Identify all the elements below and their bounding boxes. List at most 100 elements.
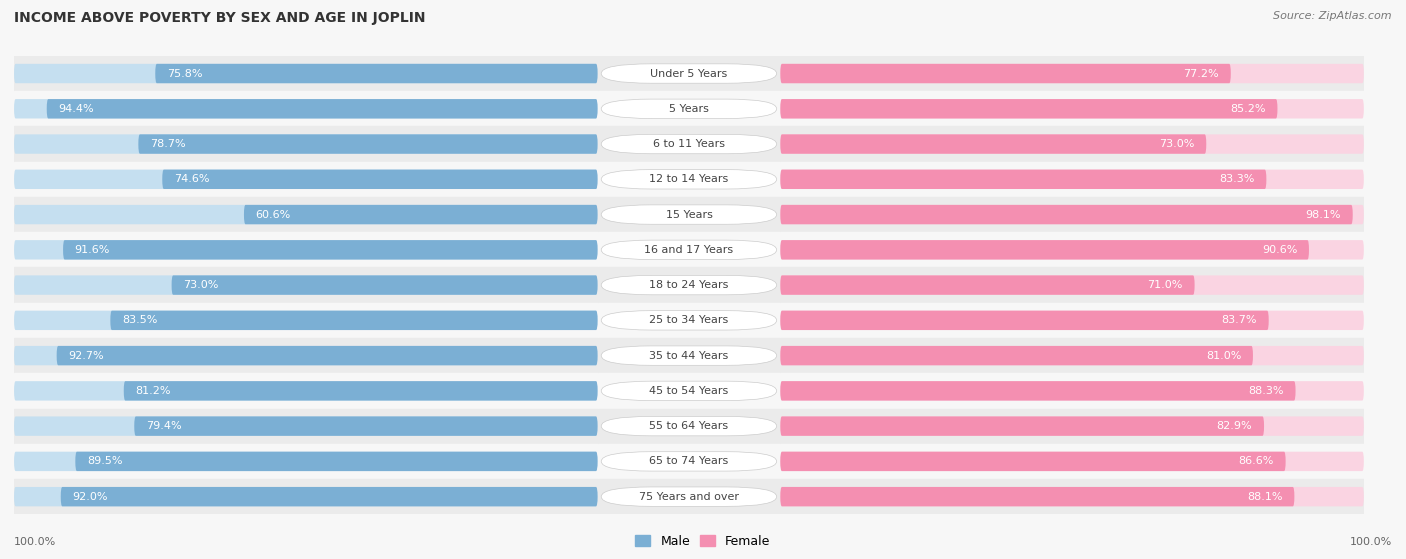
FancyBboxPatch shape xyxy=(780,416,1364,436)
FancyBboxPatch shape xyxy=(56,346,598,366)
FancyBboxPatch shape xyxy=(602,452,776,471)
Bar xyxy=(780,267,1364,303)
Text: 100.0%: 100.0% xyxy=(14,537,56,547)
FancyBboxPatch shape xyxy=(14,452,598,471)
FancyBboxPatch shape xyxy=(780,276,1195,295)
FancyBboxPatch shape xyxy=(110,311,598,330)
Bar xyxy=(598,91,780,126)
FancyBboxPatch shape xyxy=(602,240,776,259)
FancyBboxPatch shape xyxy=(780,346,1364,366)
FancyBboxPatch shape xyxy=(14,276,598,295)
FancyBboxPatch shape xyxy=(602,487,776,506)
Text: 45 to 54 Years: 45 to 54 Years xyxy=(650,386,728,396)
FancyBboxPatch shape xyxy=(134,416,598,436)
Text: 60.6%: 60.6% xyxy=(256,210,291,220)
Text: 65 to 74 Years: 65 to 74 Years xyxy=(650,456,728,466)
Bar xyxy=(598,197,780,232)
Bar xyxy=(14,267,598,303)
Text: 12 to 14 Years: 12 to 14 Years xyxy=(650,174,728,184)
Bar xyxy=(598,126,780,162)
FancyBboxPatch shape xyxy=(602,416,776,436)
Text: 100.0%: 100.0% xyxy=(1350,537,1392,547)
FancyBboxPatch shape xyxy=(162,169,598,189)
FancyBboxPatch shape xyxy=(780,134,1206,154)
FancyBboxPatch shape xyxy=(14,240,598,259)
FancyBboxPatch shape xyxy=(14,134,598,154)
FancyBboxPatch shape xyxy=(14,205,598,224)
Text: 86.6%: 86.6% xyxy=(1239,456,1274,466)
FancyBboxPatch shape xyxy=(780,240,1364,259)
FancyBboxPatch shape xyxy=(780,381,1364,401)
Text: 88.1%: 88.1% xyxy=(1247,492,1282,501)
Text: 35 to 44 Years: 35 to 44 Years xyxy=(650,350,728,361)
FancyBboxPatch shape xyxy=(780,205,1353,224)
FancyBboxPatch shape xyxy=(602,346,776,366)
Bar xyxy=(14,303,598,338)
Text: 15 Years: 15 Years xyxy=(665,210,713,220)
Bar xyxy=(780,126,1364,162)
FancyBboxPatch shape xyxy=(63,240,598,259)
Bar xyxy=(14,338,598,373)
Text: 71.0%: 71.0% xyxy=(1147,280,1182,290)
Bar xyxy=(14,162,598,197)
Text: 92.7%: 92.7% xyxy=(69,350,104,361)
FancyBboxPatch shape xyxy=(602,169,776,189)
Text: 75 Years and over: 75 Years and over xyxy=(638,492,740,501)
FancyBboxPatch shape xyxy=(780,134,1364,154)
Text: 18 to 24 Years: 18 to 24 Years xyxy=(650,280,728,290)
Bar xyxy=(780,303,1364,338)
Bar xyxy=(598,444,780,479)
FancyBboxPatch shape xyxy=(602,134,776,154)
FancyBboxPatch shape xyxy=(602,276,776,295)
Text: Under 5 Years: Under 5 Years xyxy=(651,69,727,78)
FancyBboxPatch shape xyxy=(602,99,776,119)
Bar xyxy=(598,267,780,303)
Bar xyxy=(14,373,598,409)
FancyBboxPatch shape xyxy=(602,381,776,401)
Text: Source: ZipAtlas.com: Source: ZipAtlas.com xyxy=(1274,11,1392,21)
Bar xyxy=(780,444,1364,479)
Text: 73.0%: 73.0% xyxy=(1159,139,1195,149)
Text: 79.4%: 79.4% xyxy=(146,421,181,431)
Bar xyxy=(780,56,1364,91)
Text: 75.8%: 75.8% xyxy=(167,69,202,78)
Bar xyxy=(780,162,1364,197)
Bar xyxy=(14,232,598,267)
Bar xyxy=(780,91,1364,126)
Bar xyxy=(780,232,1364,267)
Bar xyxy=(598,56,780,91)
FancyBboxPatch shape xyxy=(60,487,598,506)
Text: 81.0%: 81.0% xyxy=(1206,350,1241,361)
Text: 88.3%: 88.3% xyxy=(1249,386,1284,396)
FancyBboxPatch shape xyxy=(245,205,598,224)
Bar xyxy=(14,197,598,232)
FancyBboxPatch shape xyxy=(124,381,598,401)
Text: 89.5%: 89.5% xyxy=(87,456,122,466)
FancyBboxPatch shape xyxy=(602,311,776,330)
Legend: Male, Female: Male, Female xyxy=(630,530,776,553)
FancyBboxPatch shape xyxy=(14,311,598,330)
Text: 90.6%: 90.6% xyxy=(1263,245,1298,255)
FancyBboxPatch shape xyxy=(780,452,1285,471)
Bar xyxy=(780,409,1364,444)
Bar xyxy=(14,56,598,91)
FancyBboxPatch shape xyxy=(780,311,1268,330)
FancyBboxPatch shape xyxy=(14,346,598,366)
Text: 91.6%: 91.6% xyxy=(75,245,110,255)
Text: 92.0%: 92.0% xyxy=(73,492,108,501)
FancyBboxPatch shape xyxy=(14,169,598,189)
Bar xyxy=(14,444,598,479)
FancyBboxPatch shape xyxy=(14,381,598,401)
FancyBboxPatch shape xyxy=(14,416,598,436)
FancyBboxPatch shape xyxy=(14,487,598,506)
Text: 5 Years: 5 Years xyxy=(669,104,709,114)
Bar xyxy=(598,162,780,197)
Text: 6 to 11 Years: 6 to 11 Years xyxy=(652,139,725,149)
FancyBboxPatch shape xyxy=(14,99,598,119)
FancyBboxPatch shape xyxy=(780,99,1278,119)
Text: 82.9%: 82.9% xyxy=(1216,421,1253,431)
Text: 83.5%: 83.5% xyxy=(122,315,157,325)
FancyBboxPatch shape xyxy=(780,64,1364,83)
FancyBboxPatch shape xyxy=(780,276,1364,295)
FancyBboxPatch shape xyxy=(780,346,1253,366)
